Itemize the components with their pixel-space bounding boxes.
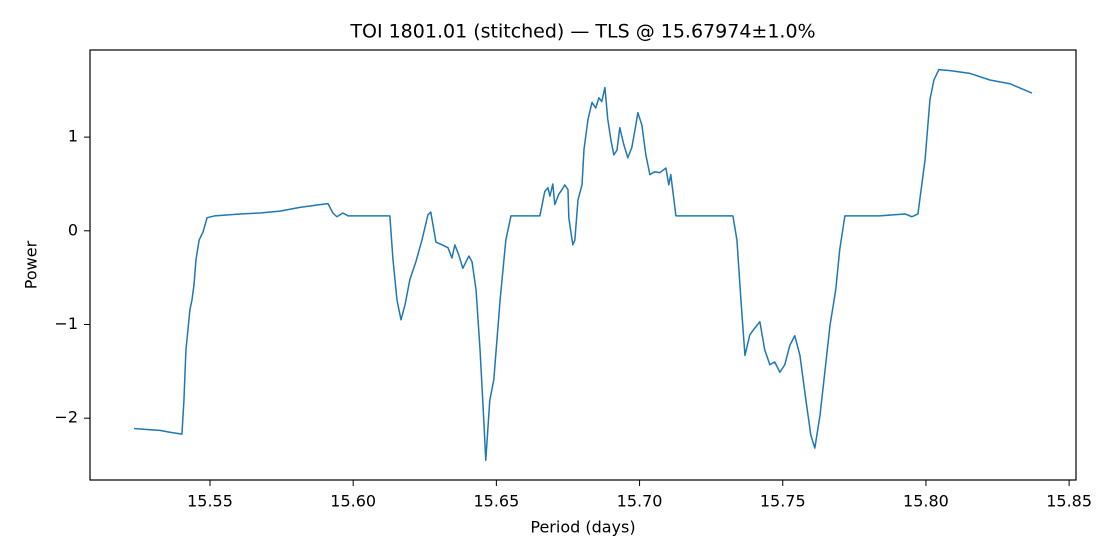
x-tick-label: 15.65 bbox=[473, 492, 519, 511]
y-tick-label: −1 bbox=[54, 314, 78, 333]
plot-frame bbox=[89, 49, 1077, 481]
y-tick-label: 0 bbox=[68, 220, 78, 239]
y-axis-label: Power bbox=[22, 240, 41, 289]
data-line bbox=[134, 68, 1033, 462]
y-tick-label: 1 bbox=[68, 127, 78, 146]
chart-title: TOI 1801.01 (stitched) — TLS @ 15.67974±… bbox=[349, 21, 815, 43]
x-tick-label: 15.80 bbox=[903, 492, 949, 511]
x-axis-label: Period (days) bbox=[530, 518, 635, 537]
x-tick-label: 15.55 bbox=[187, 492, 233, 511]
x-tick-label: 15.75 bbox=[760, 492, 806, 511]
x-tick-label: 15.85 bbox=[1046, 492, 1092, 511]
y-tick-label: −2 bbox=[54, 408, 78, 427]
x-tick-label: 15.60 bbox=[330, 492, 376, 511]
x-tick-label: 15.70 bbox=[617, 492, 663, 511]
